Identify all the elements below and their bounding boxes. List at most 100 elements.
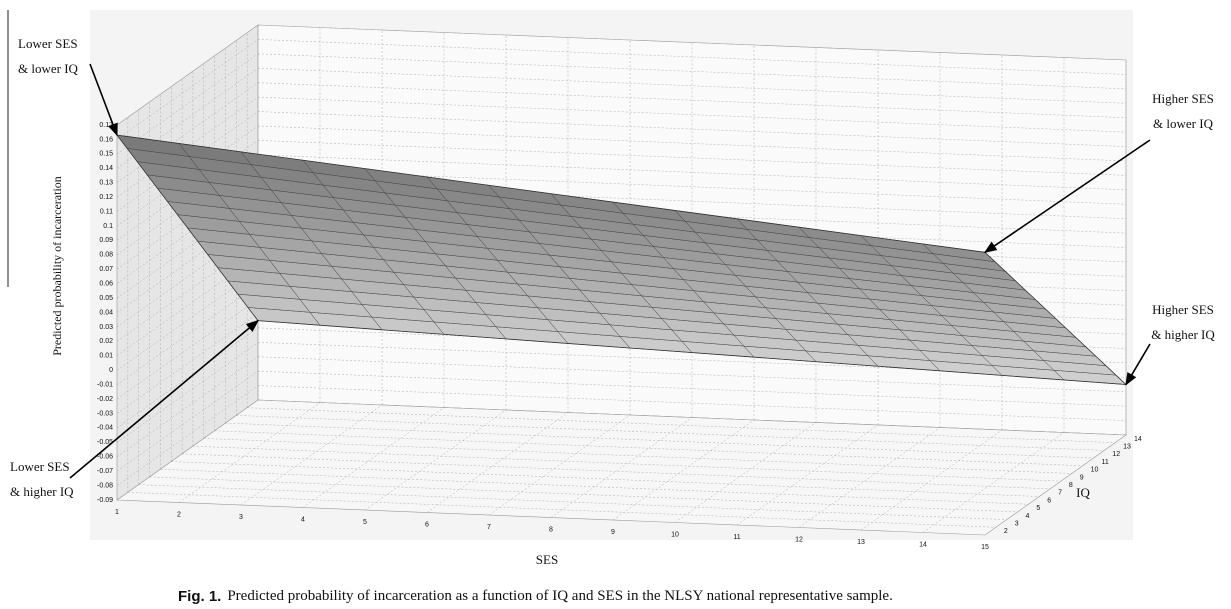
grid-line [257,39,1127,75]
y-tick-label: 4 [1026,513,1030,520]
grid-line [257,111,1127,147]
z-tick-label: 0.15 [99,151,113,158]
annotation: Lower SES [10,459,70,474]
grid-line [257,342,1127,378]
x-tick-label: 1 [115,509,119,516]
y-tick-label: 11 [1101,459,1108,466]
z-tick-label: 0.03 [99,324,113,331]
grid-line [984,434,1127,536]
grid-line [116,313,259,414]
y-tick-label: 5 [1036,505,1040,512]
grid-line [257,154,1127,191]
y-tick-label: 8 [1069,482,1073,489]
grid-line [240,404,383,506]
z-tick-label: 0.01 [99,353,113,360]
z-tick-label: 0 [109,367,113,374]
caption-text: Predicted probability of incarceration a… [227,588,893,604]
annotation-arrow [983,139,1151,254]
annotation-arrow [1125,343,1151,386]
grid-line [247,407,1116,443]
x-axis-title: SES [536,552,558,567]
grid-line [426,412,569,513]
y-tick-label: 12 [1112,451,1120,458]
x-tick-label: 10 [671,531,679,538]
annotation: & higher IQ [1151,327,1215,342]
grid-line [171,461,1040,497]
z-tick-label: 0.02 [99,338,113,345]
z-tick-label: -0.08 [97,482,113,489]
z-tick-label: -0.03 [97,410,113,417]
y-tick-label: 3 [1015,520,1019,527]
x-tick-label: 15 [981,544,989,551]
z-tick-label: -0.04 [97,425,113,432]
grid-line [116,39,259,140]
y-tick-label: 9 [1080,474,1084,481]
x-tick-label: 2 [177,511,181,518]
z-tick-label: -0.02 [97,396,113,403]
x-tick-label: 9 [611,529,615,536]
z-tick-label: -0.07 [97,468,113,475]
grid-line [257,24,1127,61]
grid-line [203,438,1072,474]
grid-line [612,419,755,521]
z-tick-label: -0.09 [97,497,113,504]
grid-line [182,453,1051,490]
x-tick-label: 7 [487,524,491,531]
grid-line [116,284,259,385]
grid-line [127,492,996,528]
annotation: & lower IQ [18,61,79,76]
x-tick-label: 3 [239,514,243,521]
grid-line [116,385,259,486]
x-tick-label: 12 [795,536,803,543]
grid-line [922,432,1065,533]
grid-line [488,414,631,516]
y-tick-label: 7 [1058,490,1062,497]
grid-line [302,407,445,508]
grid-line [178,402,321,503]
z-tick-label: 0.08 [99,252,113,259]
z-tick-label: 0.06 [99,280,113,287]
x-tick-label: 8 [549,526,553,533]
grid-line [236,415,1105,451]
z-tick-label: 0.14 [99,165,113,172]
grid-line [257,356,1127,392]
grid-line [674,422,817,523]
x-tick-label: 14 [919,541,927,548]
z-tick-label: 0.12 [99,194,113,201]
z-tick-label: 0.16 [99,136,113,143]
annotation-arrow [89,63,118,137]
z-tick-label: -0.05 [97,439,113,446]
z-tick-label: 0.13 [99,180,113,187]
grid-line [257,68,1127,104]
grid-line [257,399,1127,436]
grid-line [257,82,1127,118]
grid-line [138,484,1007,520]
z-tick-label: 0.17 [99,122,113,129]
z-tick-label: 0.05 [99,295,113,302]
z-tick-label: 0.04 [99,309,113,316]
grid-line [116,356,259,457]
grid-line [798,427,941,528]
plot: -0.09 -0.08 -0.07 -0.06 -0.05 -0.04 -0.03 -0.02… [97,24,1142,551]
z-tick-label: 0.11 [100,208,113,215]
annotation: & higher IQ [10,484,74,499]
x-tick-label: 5 [363,519,367,526]
grid-line [192,445,1061,482]
z-axis-title: Predicted probability of incarceration [50,176,64,356]
grid-line [116,342,259,443]
grid-line [214,430,1083,467]
y-tick-label: 13 [1123,444,1131,451]
grid-line [364,409,507,511]
x-tick-label: 4 [301,516,305,523]
annotation: Higher SES [1152,302,1214,317]
y-tick-label: 14 [1134,436,1142,443]
y-tick-label: 6 [1047,497,1051,504]
grid-line [116,327,259,429]
grid-line [257,370,1127,407]
annotation-arrow [69,319,259,479]
z-tick-label: 0.07 [99,266,113,273]
grid-line [116,96,259,198]
grid-line [257,125,1127,162]
x-tick-label: 13 [857,539,865,546]
